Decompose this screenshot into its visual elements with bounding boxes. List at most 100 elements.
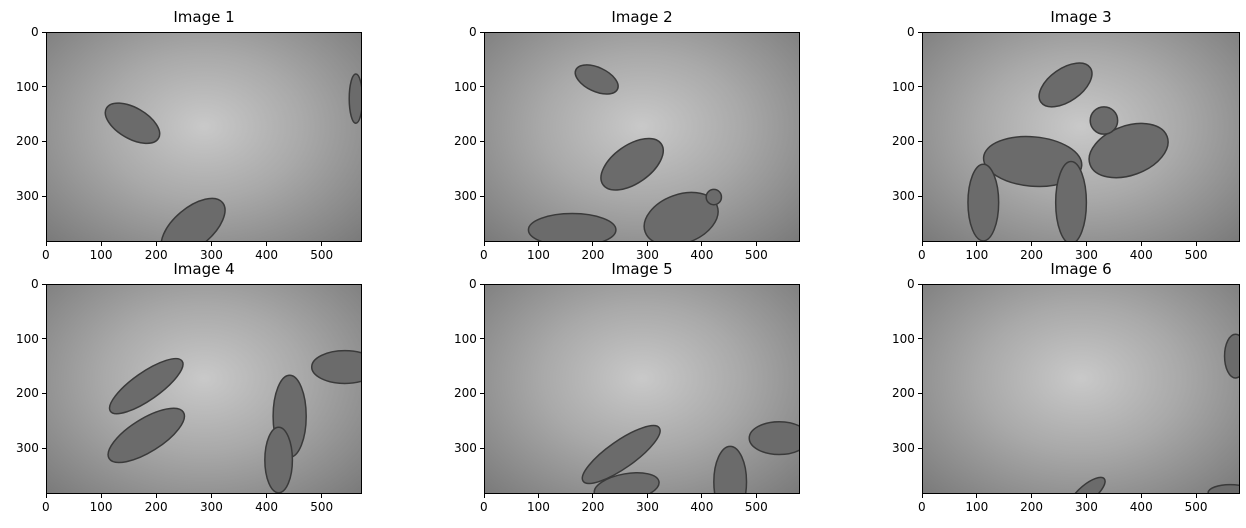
underwater-photo xyxy=(46,284,362,494)
y-tick-mark xyxy=(918,140,922,142)
y-tick-label: 300 xyxy=(892,189,915,204)
x-tick-label: 300 xyxy=(199,248,223,262)
x-tick-mark xyxy=(210,242,212,246)
x-tick-mark xyxy=(1195,494,1197,498)
y-tick-mark xyxy=(918,31,922,33)
amphora-shape xyxy=(160,197,226,241)
x-tick-label: 200 xyxy=(144,248,168,262)
x-tick-mark xyxy=(701,242,703,246)
x-tick-label: 200 xyxy=(581,248,605,262)
amphora-shapes xyxy=(107,349,361,493)
x-tick-mark xyxy=(592,494,594,498)
y-tick-label: 0 xyxy=(469,277,477,291)
x-tick-label: 0 xyxy=(480,248,488,262)
amphora-shape xyxy=(1088,122,1169,179)
y-tick-label: 0 xyxy=(469,25,477,39)
x-tick-label: 100 xyxy=(89,500,113,514)
y-tick-label: 300 xyxy=(16,189,39,204)
x-tick-mark xyxy=(1031,494,1033,498)
amphora-shape xyxy=(104,102,161,145)
x-tick-label: 200 xyxy=(144,500,168,514)
y-tick-mark xyxy=(918,195,922,197)
amphora-shape xyxy=(593,472,660,493)
x-tick-label: 400 xyxy=(255,248,278,262)
y-tick-mark xyxy=(480,447,484,449)
y-tick-label: 0 xyxy=(31,25,39,39)
y-tick-label: 300 xyxy=(892,441,915,456)
x-tick-label: 200 xyxy=(1020,248,1044,262)
y-tick-label: 200 xyxy=(16,386,39,401)
x-tick-label: 300 xyxy=(635,248,659,262)
y-tick-mark xyxy=(42,31,46,33)
x-tick-mark xyxy=(1085,242,1087,246)
x-tick-label: 100 xyxy=(526,248,550,262)
y-tick-mark xyxy=(480,31,484,33)
x-tick-mark xyxy=(1031,242,1033,246)
panel-title: Image 6 xyxy=(1050,260,1112,278)
amphora-shape xyxy=(748,420,799,456)
amphora-shape xyxy=(1223,333,1239,379)
x-tick-label: 400 xyxy=(1129,500,1153,514)
x-tick-label: 500 xyxy=(310,248,334,262)
amphora-shape xyxy=(527,212,617,241)
y-tick-label: 300 xyxy=(16,441,39,456)
y-tick-mark xyxy=(42,140,46,142)
y-tick-label: 300 xyxy=(454,441,477,456)
y-tick-mark xyxy=(480,195,484,197)
x-tick-mark xyxy=(537,494,539,498)
x-tick-mark xyxy=(976,242,978,246)
y-tick-label: 200 xyxy=(16,134,39,149)
amphora-shape xyxy=(600,137,664,191)
amphora-shapes xyxy=(1069,333,1239,493)
panel-title: Image 1 xyxy=(173,8,235,26)
y-tick-mark xyxy=(42,283,46,285)
underwater-photo xyxy=(922,32,1240,242)
y-tick-label: 300 xyxy=(454,189,477,204)
x-tick-mark xyxy=(155,494,157,498)
amphora-shape xyxy=(982,135,1083,188)
amphora-shapes xyxy=(527,64,723,241)
amphora-shape xyxy=(1207,483,1239,493)
y-tick-label: 0 xyxy=(31,277,39,291)
x-tick-label: 400 xyxy=(1129,248,1153,262)
x-tick-mark xyxy=(483,494,485,498)
amphora-shape xyxy=(107,407,186,464)
x-tick-mark xyxy=(45,242,47,246)
amphora-shape xyxy=(581,424,661,485)
y-tick-label: 200 xyxy=(454,134,477,149)
x-tick-mark xyxy=(921,242,923,246)
x-tick-label: 100 xyxy=(965,248,989,262)
x-tick-mark xyxy=(646,494,648,498)
underwater-photo xyxy=(484,284,800,494)
x-tick-mark xyxy=(646,242,648,246)
x-tick-label: 500 xyxy=(1184,500,1208,514)
x-tick-mark xyxy=(1085,494,1087,498)
y-tick-mark xyxy=(480,283,484,285)
x-tick-mark xyxy=(321,494,323,498)
x-tick-mark xyxy=(266,494,268,498)
amphora-shape xyxy=(348,73,361,124)
y-tick-mark xyxy=(480,392,484,394)
y-tick-mark xyxy=(42,338,46,340)
x-tick-mark xyxy=(592,242,594,246)
y-tick-mark xyxy=(918,447,922,449)
y-tick-label: 100 xyxy=(892,79,915,94)
amphora-shape xyxy=(705,188,723,206)
x-tick-mark xyxy=(266,242,268,246)
x-tick-label: 400 xyxy=(690,248,714,262)
panel-title: Image 5 xyxy=(611,260,673,278)
amphora-shape xyxy=(643,191,719,241)
x-tick-mark xyxy=(921,494,923,498)
y-tick-mark xyxy=(480,140,484,142)
y-tick-label: 100 xyxy=(16,79,39,94)
x-tick-mark xyxy=(321,242,323,246)
x-tick-mark xyxy=(1140,494,1142,498)
x-tick-mark xyxy=(100,242,102,246)
x-tick-label: 200 xyxy=(581,500,605,514)
x-tick-mark xyxy=(45,494,47,498)
amphora-shape xyxy=(574,64,619,95)
amphora-shape xyxy=(1054,160,1088,241)
x-tick-mark xyxy=(210,494,212,498)
y-tick-label: 200 xyxy=(892,134,915,149)
x-tick-mark xyxy=(755,494,757,498)
